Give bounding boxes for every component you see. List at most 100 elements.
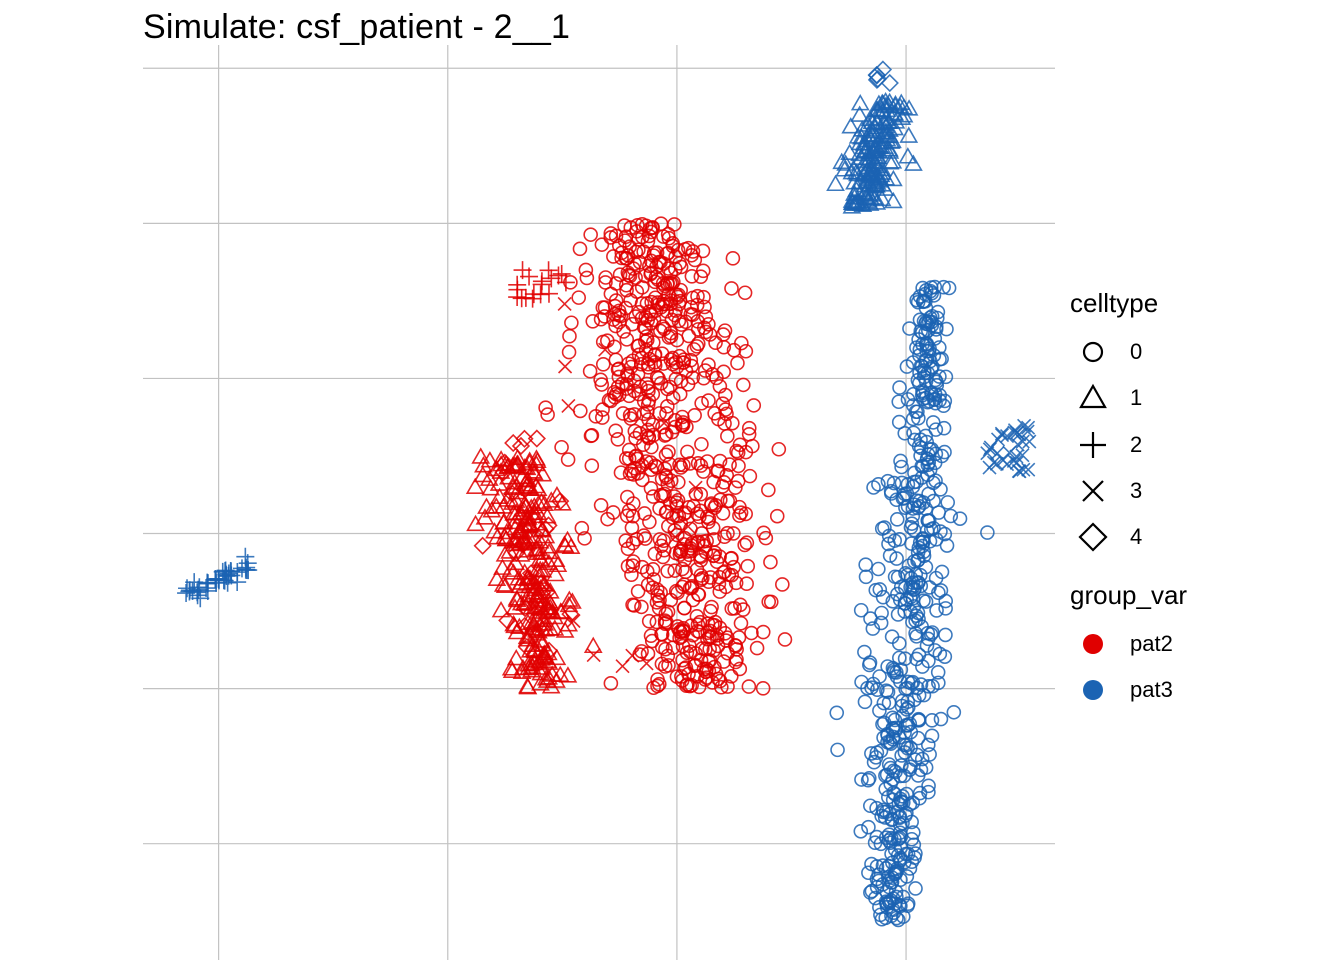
- point-triangle: [482, 501, 502, 518]
- legend-celltype-item: 1: [1070, 375, 1158, 421]
- point-circle: [554, 439, 569, 455]
- point-circle: [916, 687, 932, 703]
- point-circle: [910, 500, 926, 516]
- point-circle: [654, 656, 670, 672]
- point-circle: [618, 533, 634, 549]
- point-triangle: [515, 494, 535, 512]
- point-circle: [912, 785, 928, 801]
- point-triangle: [870, 169, 890, 186]
- point-circle: [663, 265, 679, 281]
- point-circle: [707, 614, 723, 630]
- point-circle: [749, 640, 765, 656]
- point-triangle: [511, 503, 531, 521]
- point-circle: [892, 650, 907, 666]
- point-circle: [918, 325, 933, 341]
- point-diamond: [536, 519, 555, 539]
- point-triangle: [866, 117, 886, 135]
- point-circle: [893, 453, 908, 469]
- point-circle: [909, 340, 924, 355]
- point-circle: [668, 412, 683, 428]
- point-circle: [912, 365, 927, 381]
- point-triangle: [884, 191, 903, 209]
- point-triangle: [555, 535, 574, 552]
- point-circle: [640, 646, 656, 662]
- legend-group-var-item: pat3: [1070, 667, 1187, 713]
- point-circle: [685, 244, 701, 259]
- point-triangle: [559, 595, 579, 613]
- point-circle: [619, 377, 634, 392]
- point-triangle: [475, 508, 495, 525]
- point-circle: [645, 562, 661, 577]
- point-circle: [632, 426, 648, 441]
- point-triangle: [850, 94, 870, 111]
- point-circle: [854, 772, 869, 787]
- point-triangle: [541, 491, 561, 508]
- point-circle: [703, 570, 718, 585]
- point-circle: [738, 343, 754, 359]
- point-circle: [932, 352, 947, 367]
- point-circle: [611, 238, 627, 254]
- point-circle: [676, 600, 692, 616]
- point-cross: [999, 428, 1015, 444]
- point-circle: [601, 392, 617, 408]
- point-circle: [830, 742, 845, 758]
- point-triangle: [530, 560, 550, 577]
- point-circle: [707, 406, 722, 421]
- point-triangle: [525, 529, 544, 546]
- point-cross: [558, 359, 573, 374]
- point-circle: [721, 567, 737, 583]
- point-circle: [702, 641, 717, 657]
- point-triangle: [559, 615, 579, 632]
- point-circle: [880, 728, 896, 743]
- point-diamond: [539, 641, 559, 660]
- point-diamond: [527, 429, 546, 448]
- point-circle: [755, 624, 771, 640]
- point-circle: [694, 436, 709, 452]
- point-circle: [933, 481, 948, 497]
- point-cross: [1017, 418, 1032, 433]
- point-circle: [608, 293, 624, 308]
- point-circle: [727, 637, 743, 653]
- point-circle: [875, 858, 891, 873]
- point-cross: [639, 656, 654, 671]
- point-circle: [612, 267, 628, 283]
- point-diamond: [502, 484, 522, 503]
- point-circle: [885, 594, 901, 609]
- point-diamond: [516, 599, 535, 618]
- point-diamond: [511, 436, 531, 456]
- point-triangle: [505, 512, 525, 530]
- point-circle: [929, 377, 945, 393]
- point-circle: [918, 316, 933, 331]
- point-circle: [718, 402, 733, 417]
- point-circle: [684, 535, 700, 551]
- point-circle: [858, 569, 874, 585]
- point-circle: [887, 831, 902, 847]
- point-circle: [658, 641, 673, 657]
- point-circle: [889, 512, 905, 527]
- point-circle: [911, 540, 927, 556]
- point-circle: [717, 564, 733, 579]
- point-circle: [710, 463, 726, 479]
- point-circle: [674, 317, 689, 332]
- point-circle: [877, 810, 893, 825]
- point-circle: [611, 369, 627, 385]
- point-circle: [730, 355, 745, 371]
- point-circle: [873, 836, 889, 852]
- point-circle: [861, 771, 877, 786]
- legend-celltype-label: 3: [1130, 478, 1143, 504]
- point-circle: [620, 558, 636, 574]
- point-circle: [937, 393, 953, 409]
- point-circle: [763, 554, 778, 570]
- point-circle: [858, 557, 873, 572]
- point-circle: [654, 538, 669, 554]
- point-circle: [701, 357, 716, 372]
- point-triangle: [473, 465, 493, 483]
- point-circle: [720, 679, 735, 694]
- point-circle: [689, 668, 705, 684]
- point-circle: [910, 294, 926, 310]
- point-circle: [615, 406, 631, 421]
- point-circle: [889, 492, 904, 508]
- point-circle: [733, 615, 749, 631]
- point-circle: [650, 272, 666, 288]
- point-circle: [894, 459, 909, 475]
